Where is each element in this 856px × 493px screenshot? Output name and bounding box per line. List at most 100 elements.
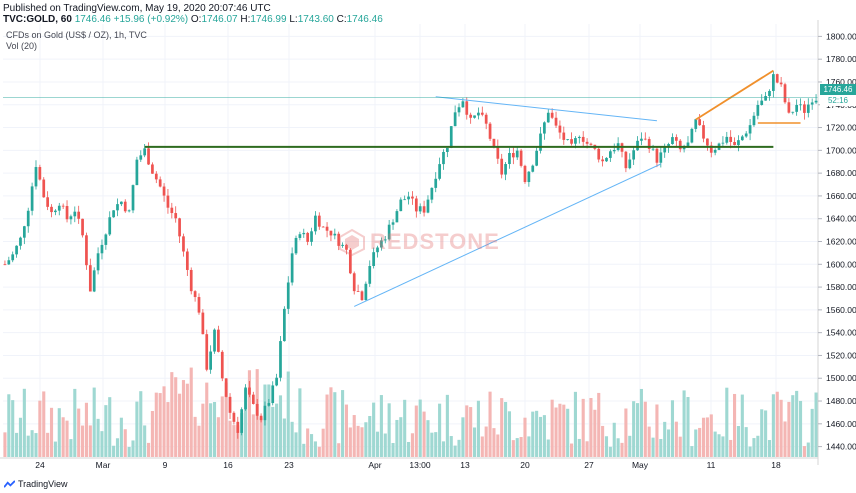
volume-bar [713, 431, 717, 457]
candle-body [477, 112, 480, 116]
volume-bar [659, 438, 663, 457]
candle-body [643, 138, 647, 140]
candle-body [783, 84, 787, 103]
time-tick-label: 16 [223, 460, 233, 470]
candle-body [127, 210, 131, 212]
volume-bar [356, 425, 360, 457]
volume-bar [104, 405, 108, 457]
volume-bar [764, 410, 768, 457]
candle-body [147, 148, 150, 165]
candle-body [54, 210, 57, 213]
candle-body [38, 167, 42, 180]
volume-bar [542, 415, 546, 457]
candle-body [22, 226, 26, 238]
candle-body [209, 351, 212, 370]
close-value: 1746.46 [346, 14, 383, 25]
time-tick-label: 20 [520, 460, 530, 470]
volume-bar [290, 421, 294, 457]
volume-bar [337, 443, 341, 457]
candle-body [139, 155, 143, 160]
volume-bar [77, 408, 81, 457]
volume-bar [810, 408, 814, 457]
candle-body [748, 125, 752, 134]
candle-body [422, 206, 426, 213]
volume-bar [717, 434, 721, 457]
candle-body [709, 145, 713, 153]
candle-body [686, 142, 690, 148]
volume-bar [7, 394, 11, 457]
volume-bar [224, 382, 228, 457]
volume-bar [426, 420, 430, 457]
volume-bar [375, 431, 380, 457]
candle-body [298, 234, 302, 238]
candle-body [461, 101, 465, 108]
volume-bar [632, 401, 636, 457]
volume-bar [791, 395, 795, 457]
candle-body [263, 405, 267, 421]
volume-bar [682, 390, 686, 457]
volume-bar [612, 422, 616, 457]
candle-body [713, 149, 717, 153]
volume-bar [325, 394, 329, 457]
volume-bar [802, 446, 806, 457]
candle-body [240, 409, 244, 433]
candle-body [251, 394, 255, 404]
volume-bar [53, 441, 57, 457]
volume-bar [698, 427, 702, 457]
volume-bar [744, 427, 748, 457]
volume-bar [647, 426, 651, 457]
volume-bar [472, 427, 477, 457]
low-label: L: [289, 14, 298, 25]
candle-body [228, 396, 232, 413]
candle-body [442, 151, 445, 165]
volume-bar [767, 440, 772, 457]
volume-bar [368, 416, 372, 457]
time-tick-label: 23 [284, 460, 294, 470]
volume-bar [185, 383, 189, 457]
volume-bar [550, 399, 554, 457]
volume-bar [674, 421, 678, 457]
candle-body [760, 100, 764, 105]
watermark-text: REDSTONE [370, 229, 500, 254]
candle-body [294, 237, 298, 254]
candle-body [403, 199, 407, 201]
candle-body [193, 291, 197, 298]
candle-body [120, 201, 123, 205]
high-value: 1746.99 [250, 14, 287, 25]
candle-body [508, 152, 511, 165]
close-label: C: [336, 14, 347, 25]
series-title[interactable]: CFDs on Gold (US$ / OZ), 1h, TVC [6, 30, 147, 40]
price-axis: 1440.00 1460.00 1480.00 1500.00 1520.00 1540.… [817, 0, 856, 465]
volume-title[interactable]: Vol (20) [6, 41, 38, 51]
candle-body [597, 148, 601, 160]
candle-body [469, 114, 473, 118]
candle-body [601, 159, 604, 162]
volume-bar [558, 403, 562, 457]
candle-body [609, 151, 612, 158]
candle-body [178, 218, 181, 237]
candle-body [562, 132, 566, 140]
candle-body [189, 269, 193, 292]
candle-body [787, 102, 791, 113]
candle-body [775, 74, 779, 83]
volume-bar [469, 407, 473, 457]
volume-bar [112, 445, 116, 457]
candle-body [737, 140, 740, 146]
price-tick-label: 1540.00 [826, 328, 856, 338]
candle-body [345, 244, 348, 250]
candle-body [523, 165, 527, 183]
volume-bar [655, 404, 659, 457]
volume-bar [42, 391, 46, 457]
volume-bar [181, 380, 186, 457]
volume-bar [34, 433, 38, 457]
volume-bar [546, 439, 550, 457]
volume-bar [100, 431, 104, 457]
volume-bar [205, 382, 209, 457]
volume-bar [663, 421, 667, 457]
volume-bar [364, 422, 368, 457]
volume-bar [643, 401, 647, 457]
volume-bar [313, 441, 317, 457]
footer-brand[interactable]: TradingView [4, 479, 68, 489]
candle-body [465, 101, 469, 115]
